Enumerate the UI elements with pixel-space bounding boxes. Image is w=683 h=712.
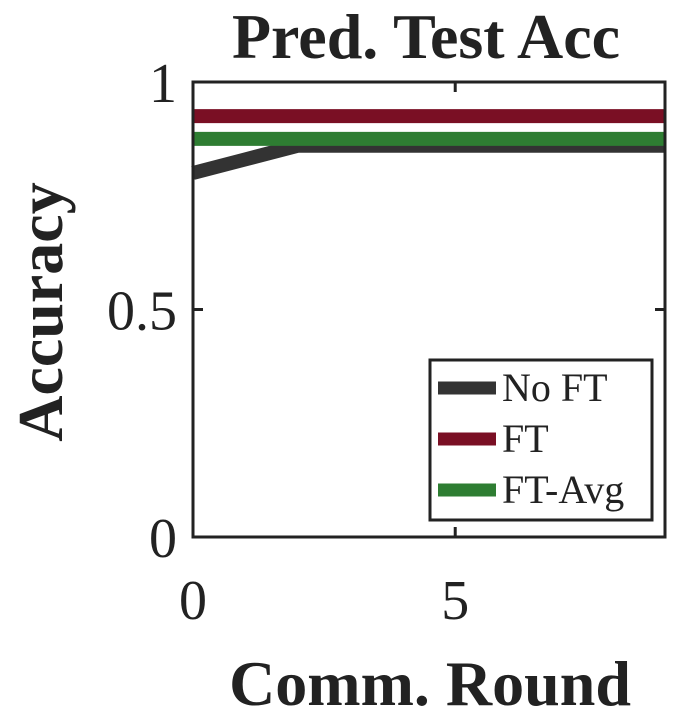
legend-label: FT-Avg [502, 467, 624, 512]
chart-title: Pred. Test Acc [232, 1, 620, 72]
x-tick-label: 0 [179, 570, 207, 632]
x-axis-label: Comm. Round [229, 648, 631, 712]
y-tick-label: 0 [149, 508, 177, 570]
y-tick-label: 0.5 [107, 281, 177, 343]
plot-frame [191, 80, 667, 539]
y-tick-label: 1 [149, 53, 177, 115]
y-axis-label: Accuracy [5, 182, 76, 441]
legend-label: FT [502, 416, 549, 461]
legend-label: No FT [502, 365, 608, 410]
x-tick-label: 5 [441, 570, 469, 632]
series-line-no-ft [191, 138, 665, 180]
